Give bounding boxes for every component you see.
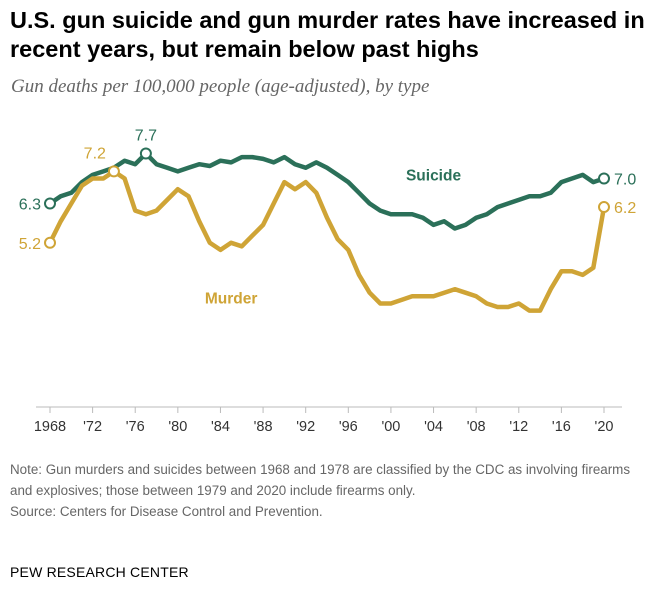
murder-value-label: 6.2	[614, 200, 636, 217]
x-tick-label: '92	[296, 419, 315, 435]
x-tick-label: '12	[509, 419, 528, 435]
suicide-value-label: 7.0	[614, 172, 636, 189]
suicide-point-marker	[139, 147, 152, 160]
x-tick-label: '80	[168, 419, 187, 435]
murder-value-label: 5.2	[19, 236, 41, 253]
suicide-value-label: 7.7	[135, 128, 157, 145]
x-tick-label: '88	[254, 419, 273, 435]
note-text: Note: Gun murders and suicides between 1…	[10, 462, 631, 498]
murder-point-marker	[44, 236, 56, 249]
suicide-point-marker	[44, 197, 56, 210]
x-tick-label: '96	[339, 419, 358, 435]
x-tick-label: '76	[126, 419, 145, 435]
x-tick-label: '72	[83, 419, 102, 435]
chart-subtitle: Gun deaths per 100,000 people (age-adjus…	[11, 76, 430, 97]
murder-line	[47, 169, 607, 313]
chart-note: Note: Gun murders and suicides between 1…	[10, 459, 640, 522]
suicide-series-label: Suicide	[406, 167, 462, 184]
line-chart: 1968 '72 '76 '80 '84 '88 '92 '96 '00 '04 '08 '12 '16…	[19, 128, 637, 435]
murder-point-marker	[598, 201, 610, 214]
brand-logo-text: PEW RESEARCH CENTER	[10, 564, 189, 580]
x-tick-label: '20	[595, 419, 614, 435]
x-tick-label: '84	[211, 419, 230, 435]
murder-value-label: 7.2	[84, 145, 106, 162]
x-tick-label: 1968	[34, 419, 66, 435]
suicide-point-marker	[598, 172, 610, 185]
x-tick-label: '08	[467, 419, 486, 435]
x-tick-label: '00	[381, 419, 400, 435]
chart-title: U.S. gun suicide and gun murder rates ha…	[10, 7, 645, 62]
x-tick-label: '04	[424, 419, 443, 435]
murder-point-marker	[107, 165, 120, 178]
murder-series-label: Murder	[205, 290, 258, 307]
suicide-value-label: 6.3	[19, 196, 41, 213]
x-tick-label: '16	[552, 419, 571, 435]
source-text: Source: Centers for Disease Control and …	[10, 504, 323, 519]
